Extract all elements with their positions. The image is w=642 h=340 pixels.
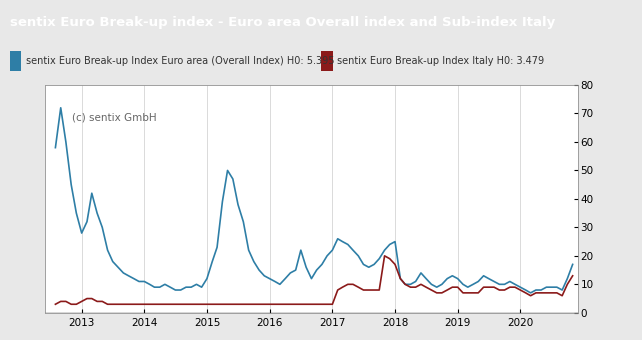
Text: sentix Euro Break-up Index Euro area (Overall Index) H0: 5.395: sentix Euro Break-up Index Euro area (Ov… xyxy=(26,56,334,66)
FancyBboxPatch shape xyxy=(321,51,333,71)
FancyBboxPatch shape xyxy=(10,51,21,71)
Text: sentix Euro Break-up index - Euro area Overall index and Sub-index Italy: sentix Euro Break-up index - Euro area O… xyxy=(10,16,555,29)
Text: sentix Euro Break-up Index Italy H0: 3.479: sentix Euro Break-up Index Italy H0: 3.4… xyxy=(337,56,544,66)
Text: (c) sentix GmbH: (c) sentix GmbH xyxy=(71,112,156,122)
